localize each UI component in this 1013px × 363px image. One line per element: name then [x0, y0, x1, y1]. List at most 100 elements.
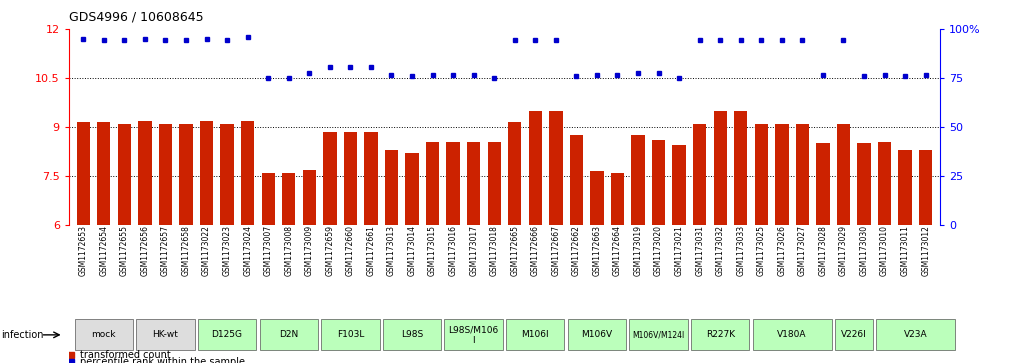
- Text: GSM1173019: GSM1173019: [633, 225, 642, 276]
- Text: GSM1173027: GSM1173027: [798, 225, 807, 276]
- Text: GSM1173020: GSM1173020: [654, 225, 664, 276]
- Bar: [303, 170, 316, 225]
- Text: GSM1172655: GSM1172655: [120, 225, 129, 276]
- Text: percentile rank within the sample: percentile rank within the sample: [79, 357, 244, 363]
- Text: GSM1173023: GSM1173023: [223, 225, 232, 276]
- Bar: [425, 142, 440, 225]
- Bar: [321, 319, 380, 350]
- Bar: [691, 319, 750, 350]
- Text: M106V/M124I: M106V/M124I: [632, 330, 685, 339]
- Text: GSM1172660: GSM1172660: [345, 225, 355, 276]
- Text: GSM1172664: GSM1172664: [613, 225, 622, 276]
- Bar: [816, 143, 830, 225]
- Text: F103L: F103L: [336, 330, 364, 339]
- Text: GSM1173017: GSM1173017: [469, 225, 478, 276]
- Bar: [734, 111, 748, 225]
- Bar: [77, 122, 90, 225]
- Bar: [693, 124, 706, 225]
- Text: GSM1173015: GSM1173015: [428, 225, 437, 276]
- Text: D125G: D125G: [212, 330, 242, 339]
- Text: GSM1173029: GSM1173029: [839, 225, 848, 276]
- Bar: [241, 121, 254, 225]
- Bar: [75, 319, 133, 350]
- Text: GSM1172666: GSM1172666: [531, 225, 540, 276]
- Bar: [876, 319, 955, 350]
- Text: V180A: V180A: [777, 330, 807, 339]
- Bar: [673, 145, 686, 225]
- Text: GSM1172667: GSM1172667: [551, 225, 560, 276]
- Text: V23A: V23A: [904, 330, 927, 339]
- Text: GSM1173026: GSM1173026: [777, 225, 786, 276]
- Bar: [385, 150, 398, 225]
- Text: GSM1173033: GSM1173033: [736, 225, 746, 276]
- Text: GSM1173031: GSM1173031: [695, 225, 704, 276]
- Text: GSM1173025: GSM1173025: [757, 225, 766, 276]
- Bar: [509, 122, 522, 225]
- Bar: [629, 319, 688, 350]
- Bar: [529, 111, 542, 225]
- Bar: [899, 150, 912, 225]
- Text: R227K: R227K: [706, 330, 734, 339]
- Bar: [591, 171, 604, 225]
- Text: infection: infection: [1, 330, 44, 340]
- Bar: [878, 142, 891, 225]
- Bar: [487, 142, 500, 225]
- Text: mock: mock: [91, 330, 116, 339]
- Bar: [467, 142, 480, 225]
- Bar: [137, 319, 194, 350]
- Text: GSM1173014: GSM1173014: [407, 225, 416, 276]
- Bar: [405, 153, 418, 225]
- Text: GSM1173016: GSM1173016: [449, 225, 458, 276]
- Text: GSM1173013: GSM1173013: [387, 225, 396, 276]
- Text: GDS4996 / 10608645: GDS4996 / 10608645: [69, 11, 204, 24]
- Text: GSM1173028: GSM1173028: [819, 225, 828, 276]
- Text: transformed count: transformed count: [79, 350, 170, 360]
- Text: GSM1172665: GSM1172665: [511, 225, 520, 276]
- Text: L98S: L98S: [401, 330, 423, 339]
- Text: GSM1172663: GSM1172663: [593, 225, 602, 276]
- Bar: [445, 319, 502, 350]
- Text: GSM1172659: GSM1172659: [325, 225, 334, 276]
- Bar: [118, 124, 131, 225]
- Text: GSM1173024: GSM1173024: [243, 225, 252, 276]
- Bar: [857, 143, 871, 225]
- Bar: [755, 124, 768, 225]
- Bar: [919, 150, 932, 225]
- Text: GSM1173010: GSM1173010: [880, 225, 889, 276]
- Text: GSM1173009: GSM1173009: [305, 225, 314, 276]
- Bar: [753, 319, 832, 350]
- Bar: [569, 135, 583, 225]
- Bar: [775, 124, 788, 225]
- Bar: [97, 122, 110, 225]
- Bar: [549, 111, 562, 225]
- Text: GSM1173018: GSM1173018: [489, 225, 498, 276]
- Text: GSM1173008: GSM1173008: [285, 225, 293, 276]
- Text: GSM1172657: GSM1172657: [161, 225, 170, 276]
- Bar: [179, 124, 192, 225]
- Text: GSM1173032: GSM1173032: [716, 225, 724, 276]
- Text: L98S/M106
I: L98S/M106 I: [449, 325, 498, 344]
- Text: M106V: M106V: [581, 330, 613, 339]
- Bar: [159, 124, 172, 225]
- Bar: [198, 319, 256, 350]
- Bar: [323, 132, 336, 225]
- Text: GSM1173021: GSM1173021: [675, 225, 684, 276]
- Bar: [567, 319, 626, 350]
- Text: GSM1173012: GSM1173012: [921, 225, 930, 276]
- Text: M106I: M106I: [522, 330, 549, 339]
- Bar: [631, 135, 644, 225]
- Text: HK-wt: HK-wt: [153, 330, 178, 339]
- Text: GSM1172656: GSM1172656: [141, 225, 149, 276]
- Bar: [282, 173, 296, 225]
- Text: GSM1173030: GSM1173030: [860, 225, 868, 276]
- Bar: [713, 111, 727, 225]
- Bar: [261, 173, 275, 225]
- Bar: [259, 319, 318, 350]
- Text: GSM1172658: GSM1172658: [181, 225, 190, 276]
- Bar: [343, 132, 357, 225]
- Bar: [796, 124, 809, 225]
- Text: D2N: D2N: [280, 330, 299, 339]
- Bar: [221, 124, 234, 225]
- Bar: [383, 319, 442, 350]
- Text: GSM1173022: GSM1173022: [202, 225, 211, 276]
